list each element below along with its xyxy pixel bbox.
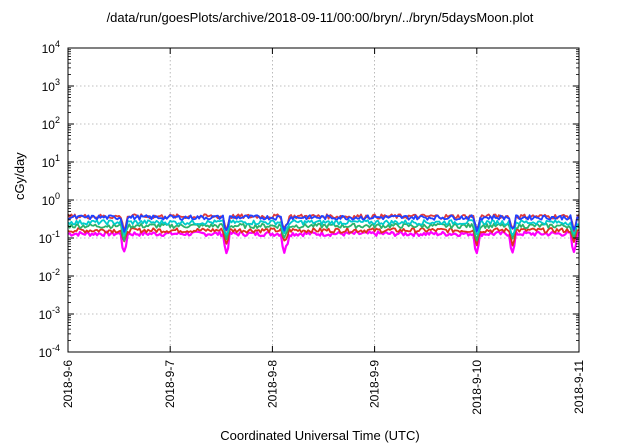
x-tick-label: 2018-9-7 xyxy=(163,360,177,408)
series-group xyxy=(67,213,580,255)
series-line xyxy=(67,227,580,247)
x-axis-label: Coordinated Universal Time (UTC) xyxy=(220,428,420,443)
grid xyxy=(68,48,579,352)
y-tick-label: 103 xyxy=(42,77,60,94)
y-tick-label: 10-2 xyxy=(39,267,60,284)
series-line xyxy=(67,230,580,255)
y-tick-label: 102 xyxy=(42,115,60,132)
x-axis: 2018-9-6 2018-9-7 2018-9-8 2018-9-9 2018-9-1… xyxy=(61,48,586,415)
y-tick-label: 104 xyxy=(42,39,60,56)
y-tick-label: 10-1 xyxy=(39,229,60,246)
y-tick-label: 101 xyxy=(42,153,60,170)
x-tick-label: 2018-9-6 xyxy=(61,360,75,408)
chart-title: /data/run/goesPlots/archive/2018-09-11/0… xyxy=(106,10,534,25)
y-axis: 104 103 102 101 100 10-1 10-2 10-3 10-4 xyxy=(39,39,579,360)
y-tick-label: 100 xyxy=(42,191,60,208)
x-tick-label: 2018-9-10 xyxy=(470,360,484,415)
series-line xyxy=(67,214,580,233)
x-tick-label: 2018-9-9 xyxy=(368,360,382,408)
series-line xyxy=(67,219,580,236)
y-tick-label: 10-3 xyxy=(39,305,60,322)
x-tick-label: 2018-9-8 xyxy=(265,360,279,408)
x-tick-label: 2018-9-11 xyxy=(572,360,586,414)
series-line xyxy=(67,222,580,242)
y-tick-label: 10-4 xyxy=(39,343,60,360)
